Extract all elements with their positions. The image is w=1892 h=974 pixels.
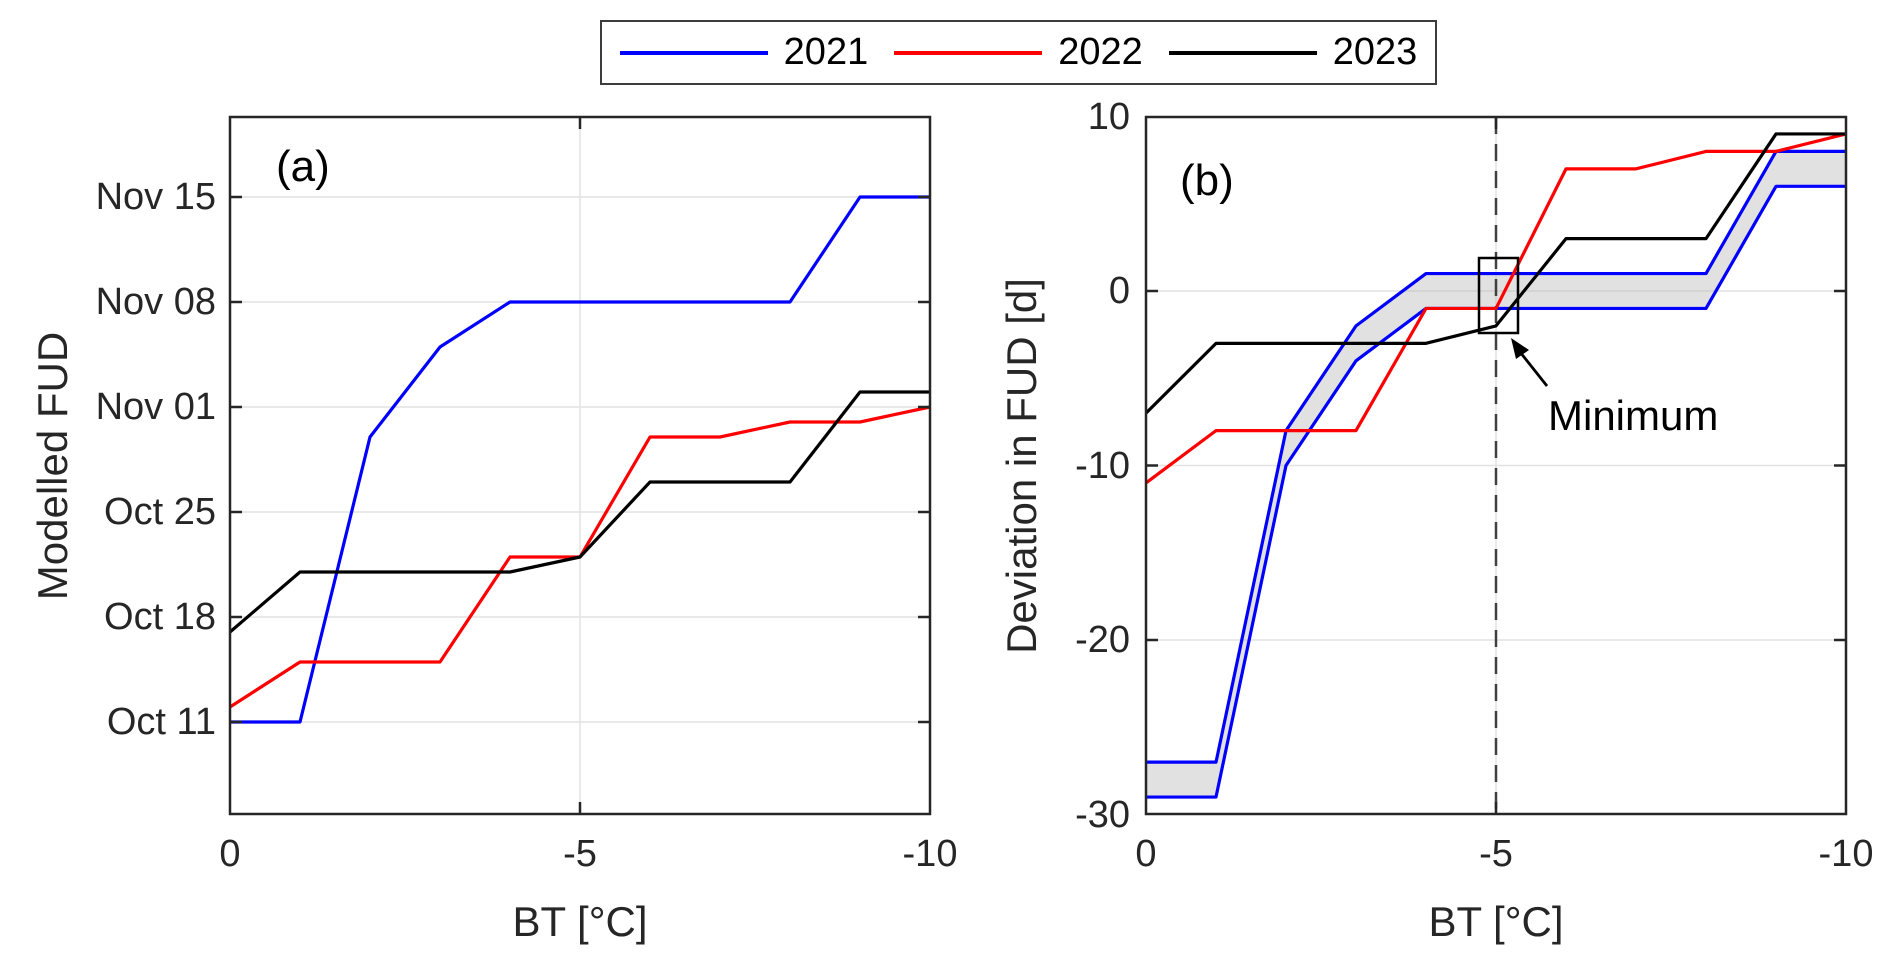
panel-b-x-tick-label: -5 [1479, 833, 1513, 875]
legend-label: 2022 [1058, 31, 1143, 73]
panel-b-line-2021-upper-bound [1146, 149, 1846, 764]
panel-b-y-tick-label: -30 [1075, 793, 1130, 836]
panel-b-tag: (b) [1180, 156, 1234, 205]
panel-b-x-axis-label: BT [°C] [1428, 898, 1564, 945]
panel-a-y-tick-label: Oct 11 [106, 701, 216, 743]
legend-line-swatch-2023 [1168, 50, 1317, 55]
minimum-arrow-shaft [1518, 351, 1549, 387]
panel-b-y-tick-label: -20 [1075, 619, 1130, 661]
legend-line-swatch-2022 [894, 50, 1043, 55]
panel-a-line-2023 [228, 390, 930, 634]
panel-b-line-2022 [1145, 132, 1847, 485]
legend-label: 2021 [783, 31, 869, 73]
panel-a-x-tick-label: 0 [219, 833, 241, 875]
panel-b-y-tick-label: 10 [1087, 95, 1130, 138]
minimum-box [1477, 256, 1520, 335]
panel-b-line-2023 [1144, 132, 1846, 415]
panel-a-x-tick-label: -5 [563, 833, 597, 875]
legend-box: 2021 2022 2023 [600, 20, 1437, 85]
panel-a-plot [228, 115, 932, 816]
legend-label: 2023 [1332, 31, 1418, 73]
panel-b-x-tick-label: 0 [1135, 833, 1157, 875]
panel-b-y-tick-label: -10 [1075, 444, 1130, 487]
legend-item-2021: 2021 [619, 31, 869, 74]
panel-b-y-tick-label: 0 [1108, 270, 1130, 312]
panel-a-line-2021 [230, 195, 930, 724]
panel-a-y-tick-label: Nov 01 [95, 386, 216, 428]
panel-a-y-tick-label: Nov 15 [95, 176, 216, 218]
panel-a-y-tick-label: Oct 18 [104, 596, 216, 638]
minimum-arrow-head [1511, 338, 1529, 359]
legend-item-2023: 2023 [1168, 31, 1418, 74]
panel-a-y-tick-label: Oct 25 [104, 491, 216, 533]
panel-a-y-tick-label: Nov 08 [95, 281, 216, 323]
legend-line-swatch-2021 [619, 50, 768, 55]
panel-b-x-tick-label: -10 [1818, 833, 1874, 875]
panel-a-x-axis-label: BT [°C] [512, 898, 648, 945]
minimum-annotation-label: Minimum [1548, 392, 1719, 439]
panel-b-plot [1144, 115, 1848, 816]
legend-item-2022: 2022 [894, 31, 1143, 74]
panel-a-tag: (a) [276, 142, 330, 191]
panel-a-x-tick-label: -10 [902, 833, 958, 875]
